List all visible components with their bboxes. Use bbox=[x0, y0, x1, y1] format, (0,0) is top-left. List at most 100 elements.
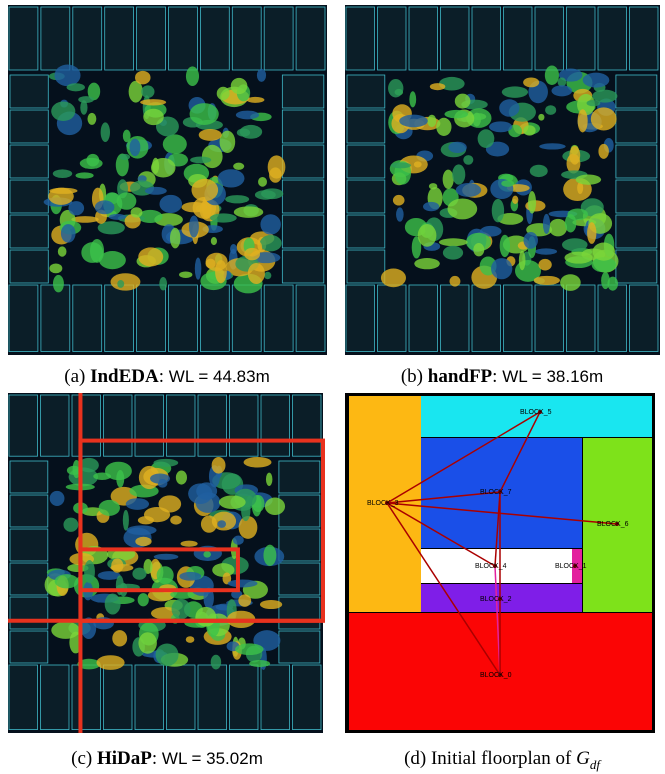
macro bbox=[73, 7, 102, 70]
density-blob bbox=[78, 96, 94, 103]
density-blob bbox=[212, 563, 234, 577]
macro bbox=[282, 110, 323, 143]
density-blob bbox=[127, 525, 157, 535]
density-blob bbox=[112, 630, 127, 646]
macro bbox=[347, 180, 385, 213]
density-blob bbox=[186, 66, 199, 86]
density-blob bbox=[455, 94, 471, 109]
density-blob bbox=[199, 129, 222, 141]
macro bbox=[261, 665, 290, 730]
macro bbox=[10, 529, 48, 561]
density-blob bbox=[157, 566, 174, 584]
density-blob bbox=[191, 179, 218, 201]
density-blob bbox=[231, 78, 248, 94]
density-blob bbox=[211, 237, 217, 245]
density-blob bbox=[587, 100, 601, 106]
density-blob bbox=[443, 246, 463, 260]
density-blob bbox=[159, 277, 167, 290]
macro bbox=[409, 7, 438, 70]
density-blob bbox=[51, 622, 79, 639]
density-blob bbox=[436, 118, 451, 136]
density-blob bbox=[427, 115, 436, 127]
macro bbox=[41, 285, 70, 352]
macro bbox=[441, 285, 470, 352]
density-blob bbox=[528, 191, 536, 214]
density-blob bbox=[170, 516, 182, 525]
macro bbox=[9, 285, 38, 352]
density-blob bbox=[110, 564, 133, 571]
macro bbox=[137, 7, 166, 70]
density-blob bbox=[217, 520, 226, 528]
density-blob bbox=[138, 593, 149, 606]
macro bbox=[616, 145, 657, 178]
macro bbox=[41, 7, 70, 70]
block-label: BLOCK_4 bbox=[475, 563, 507, 570]
layout-image bbox=[8, 5, 327, 355]
density-blob bbox=[266, 473, 272, 486]
macro bbox=[293, 395, 322, 456]
density-blob bbox=[265, 498, 285, 516]
density-blob bbox=[414, 161, 422, 167]
density-blob bbox=[512, 196, 518, 204]
macro bbox=[347, 110, 385, 143]
macro bbox=[232, 285, 261, 352]
caption: (b) handFP: WL = 38.16m bbox=[401, 366, 603, 387]
density-blob bbox=[452, 164, 465, 184]
density-blob bbox=[189, 216, 199, 238]
density-blob bbox=[154, 554, 179, 560]
density-blob bbox=[264, 272, 271, 279]
density-blob bbox=[399, 115, 428, 128]
density-blob bbox=[391, 162, 411, 168]
density-blob bbox=[138, 632, 156, 654]
density-blob bbox=[143, 109, 164, 125]
density-blob bbox=[545, 105, 556, 115]
density-blob bbox=[117, 192, 137, 209]
density-blob bbox=[135, 537, 151, 546]
macro bbox=[10, 563, 48, 595]
macro bbox=[10, 110, 48, 143]
density-blob bbox=[190, 103, 219, 125]
density-blob bbox=[545, 66, 559, 86]
block-label: BLOCK_2 bbox=[480, 596, 512, 603]
density-blob bbox=[179, 271, 192, 278]
macro bbox=[296, 7, 325, 70]
density-blob bbox=[109, 214, 126, 220]
density-blob bbox=[80, 158, 103, 169]
density-blob bbox=[212, 457, 226, 474]
macro bbox=[10, 215, 48, 248]
macro bbox=[167, 665, 196, 730]
density-blob bbox=[99, 500, 120, 516]
density-blob bbox=[111, 273, 141, 290]
density-blob bbox=[583, 73, 610, 88]
macro bbox=[378, 285, 407, 352]
density-blob bbox=[381, 268, 406, 287]
macro bbox=[472, 7, 501, 70]
density-blob bbox=[255, 190, 276, 200]
density-blob bbox=[95, 200, 115, 214]
density-blob bbox=[196, 482, 217, 499]
density-blob bbox=[195, 607, 216, 627]
density-blob bbox=[414, 258, 440, 269]
density-blob bbox=[172, 599, 191, 620]
density-blob bbox=[539, 143, 566, 149]
block-label: BLOCK_0 bbox=[480, 672, 512, 679]
macro bbox=[282, 250, 323, 283]
density-blob bbox=[145, 187, 167, 195]
density-blob bbox=[234, 206, 263, 218]
macro bbox=[567, 285, 596, 352]
macro bbox=[73, 285, 102, 352]
macro bbox=[105, 7, 134, 70]
density-blob bbox=[156, 643, 179, 666]
macro bbox=[104, 395, 133, 456]
density-blob bbox=[119, 154, 130, 160]
density-blob bbox=[105, 594, 121, 615]
density-blob bbox=[499, 99, 519, 116]
macro bbox=[135, 665, 164, 730]
density-blob bbox=[538, 114, 544, 121]
macro bbox=[282, 145, 323, 178]
density-blob bbox=[190, 156, 211, 163]
density-blob bbox=[225, 195, 249, 203]
density-blob bbox=[220, 131, 236, 153]
macro bbox=[10, 250, 48, 283]
density-blob bbox=[201, 515, 217, 532]
